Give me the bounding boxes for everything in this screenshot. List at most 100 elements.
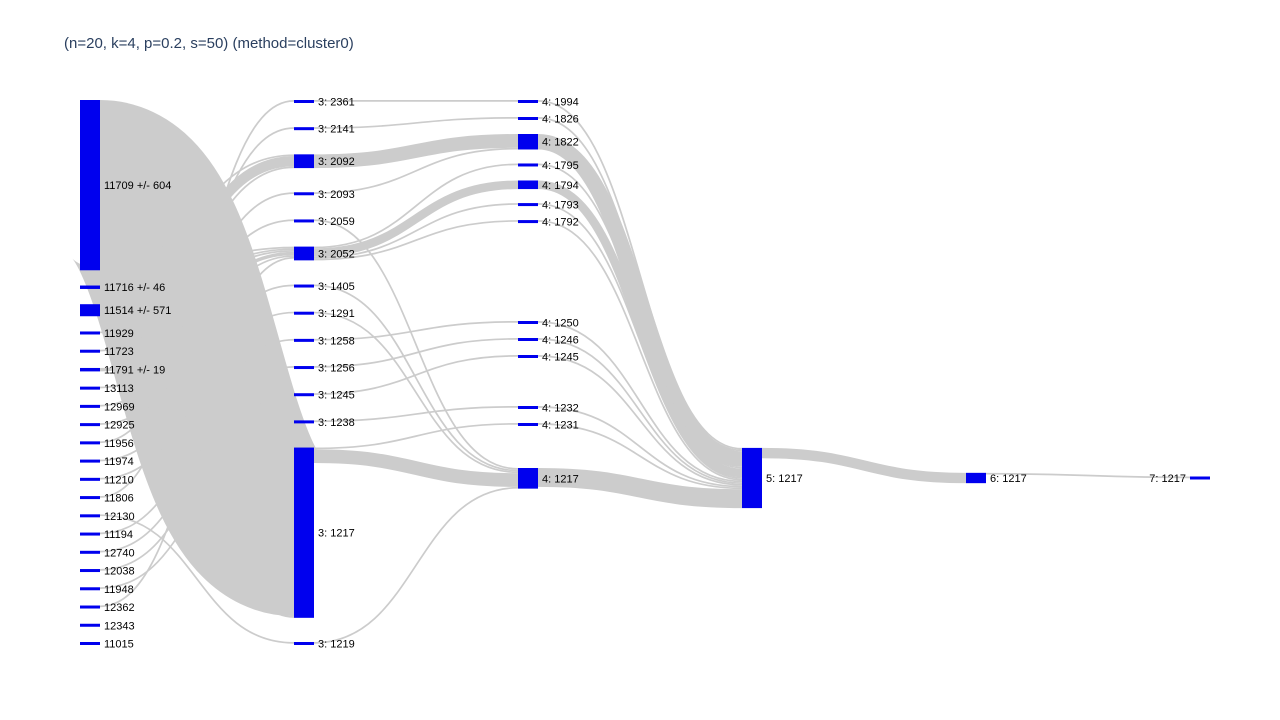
sankey-node (518, 321, 538, 324)
sankey-link (313, 284, 519, 472)
sankey-node (294, 338, 314, 342)
sankey-node-label: 12130 (104, 511, 135, 523)
sankey-node-label: 4: 1246 (542, 335, 579, 347)
sankey-node (518, 406, 538, 409)
sankey-node-label: 11929 (104, 328, 134, 340)
sankey-link (313, 147, 519, 194)
sankey-nodes (80, 100, 1210, 645)
sankey-link (313, 220, 519, 261)
sankey-node (80, 496, 100, 500)
sankey-link (99, 250, 295, 334)
sankey-node-label: 3: 2092 (318, 156, 355, 168)
sankey-node (518, 180, 538, 190)
sankey-node (518, 134, 538, 150)
sankey-node (80, 386, 100, 390)
sankey-link (313, 355, 519, 395)
sankey-node-label: 11974 (104, 456, 134, 468)
sankey-node (80, 100, 100, 271)
sankey-node-label: 3: 2093 (318, 189, 355, 201)
sankey-node (518, 100, 538, 103)
sankey-link (537, 220, 743, 481)
sankey-link (761, 447, 967, 484)
sankey-node-label: 4: 1792 (542, 217, 579, 229)
sankey-node (518, 163, 538, 167)
sankey-node-label: 3: 1405 (318, 281, 355, 293)
sankey-node-label: 3: 1217 (318, 528, 355, 540)
sankey-node-label: 12969 (104, 401, 135, 413)
sankey-link (99, 366, 295, 553)
sankey-node (294, 420, 314, 424)
sankey-node-label: 3: 1219 (318, 639, 355, 651)
sankey-node-label: 3: 2059 (318, 216, 355, 228)
sankey-node-label: 4: 1793 (542, 200, 579, 212)
sankey-link (537, 100, 743, 450)
sankey-labels: 11709 +/- 604 11716 +/- 46 11514 +/- 571 11… (104, 97, 1186, 651)
sankey-node (1190, 476, 1210, 480)
sankey-node (294, 642, 314, 645)
sankey-node-label: 4: 1794 (542, 180, 579, 192)
sankey-node (80, 304, 100, 317)
sankey-node-label: 4: 1250 (542, 318, 579, 330)
sankey-node (80, 587, 100, 591)
sankey-node (80, 623, 100, 627)
sankey-link (537, 355, 743, 486)
sankey-link (313, 423, 519, 450)
sankey-link (99, 284, 295, 462)
sankey-node-label: 11514 +/- 571 (104, 305, 171, 317)
sankey-node-label: 3: 1256 (318, 363, 355, 375)
sankey-link (537, 423, 743, 490)
sankey-node-label: 4: 1822 (542, 137, 579, 149)
sankey-node-label: 11709 +/- 604 (104, 180, 171, 192)
sankey-node-label: 4: 1795 (542, 160, 579, 172)
sankey-link (537, 406, 743, 488)
sankey-node-label: 11716 +/- 46 (104, 282, 165, 294)
sankey-link (313, 321, 519, 341)
sankey-link (99, 338, 295, 535)
sankey-node (80, 349, 100, 353)
sankey-link (99, 166, 295, 352)
sankey-node (80, 605, 100, 609)
sankey-node-label: 11723 (104, 346, 134, 358)
sankey-node (518, 338, 538, 341)
sankey-link (537, 134, 743, 467)
sankey-node (294, 192, 314, 196)
sankey-node-label: 4: 1231 (542, 420, 579, 432)
sankey-node-label: 4: 1994 (542, 97, 579, 109)
sankey-link (537, 203, 743, 479)
sankey-link (99, 311, 295, 480)
sankey-node (80, 285, 100, 289)
sankey-node-label: 7: 1217 (1149, 473, 1186, 485)
sankey-node-label: 11791 +/- 19 (104, 365, 165, 377)
sankey-link (537, 468, 743, 509)
sankey-link (313, 134, 519, 169)
sankey-link (313, 180, 519, 257)
sankey-node-label: 11194 (104, 529, 133, 541)
sankey-node (294, 393, 314, 397)
sankey-link (313, 449, 519, 487)
sankey-node-label: 6: 1217 (990, 473, 1027, 485)
sankey-node (742, 447, 762, 509)
sankey-link (537, 180, 743, 478)
sankey-node (518, 468, 538, 489)
sankey-link (99, 393, 295, 571)
sankey-node (294, 219, 314, 223)
sankey-node (80, 423, 100, 427)
sankey-node-label: 12038 (104, 566, 135, 578)
sankey-link (99, 251, 295, 372)
sankey-node (294, 127, 314, 131)
sankey-node-label: 3: 1258 (318, 335, 355, 347)
sankey-node (80, 404, 100, 408)
sankey-link (99, 156, 295, 315)
sankey-node (518, 423, 538, 426)
sankey-node (294, 154, 314, 169)
sankey-node (80, 642, 100, 645)
sankey-node-label: 3: 1238 (318, 417, 355, 429)
sankey-node-label: 3: 2361 (318, 97, 355, 109)
sankey-node (294, 311, 314, 315)
sankey-node (518, 355, 538, 358)
sankey-node-label: 11015 (104, 639, 134, 651)
sankey-link (985, 472, 1191, 479)
sankey-node (80, 569, 100, 573)
sankey-node (80, 514, 100, 518)
sankey-node-label: 3: 2052 (318, 248, 355, 260)
